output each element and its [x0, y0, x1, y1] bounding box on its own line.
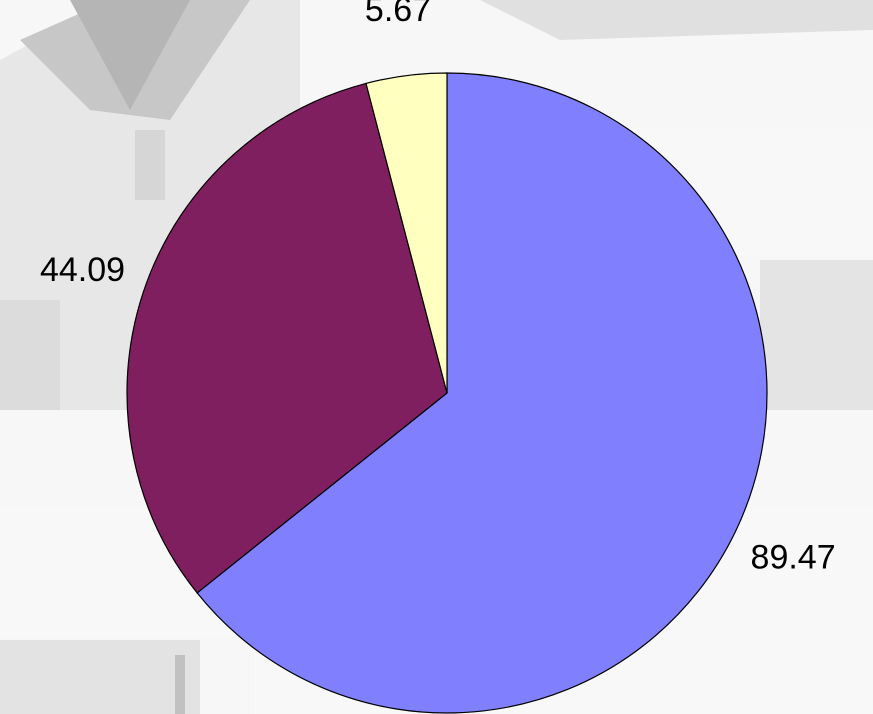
- pie-slice: [365, 72, 448, 394]
- data-label: 44.09: [40, 251, 125, 289]
- trees: [760, 260, 873, 410]
- pie-slice: [126, 82, 448, 594]
- data-label: 5.67: [365, 0, 431, 29]
- pie-slice: [196, 72, 768, 714]
- house-porch: [0, 300, 60, 410]
- post: [175, 655, 185, 714]
- ground: [0, 640, 200, 714]
- house-gable: [70, 0, 190, 110]
- data-label: 89.47: [751, 538, 836, 576]
- house-window: [135, 130, 165, 200]
- sky-cloud: [480, 0, 873, 40]
